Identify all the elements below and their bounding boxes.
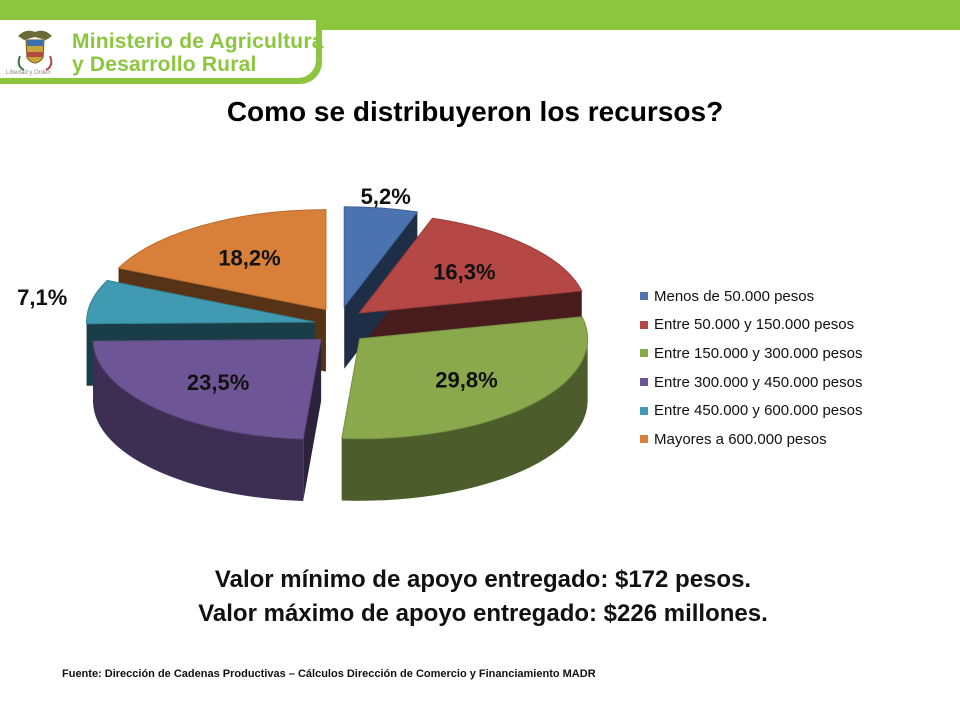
data-label-mayores-a-600-000-pesos: 18,2% [218,245,280,270]
data-label-entre-300-000-y-450-000-pesos: 23,5% [187,370,249,395]
legend-swatch [640,349,648,358]
source-footnote: Fuente: Dirección de Cadenas Productivas… [62,668,596,680]
legend-item-entre-450-000-y-600-000-pesos: Entre 450.000 y 600.000 pesos [640,396,863,425]
data-label-entre-50-000-y-150-000-pesos: 16,3% [433,259,495,284]
brand-panel: Libertad y Orden Ministerio de Agricultu… [0,20,323,78]
pie-chart: 5,2% 16,3% 29,8% 23,5% 7,1% 18,2% [17,184,589,502]
pie-tops [86,206,589,440]
pie-labels: 5,2% 16,3% 29,8% 23,5% 7,1% 18,2% [17,184,498,395]
data-label-entre-150-000-y-300-000-pesos: 29,8% [435,367,497,392]
legend-item-entre-300-000-y-450-000-pesos: Entre 300.000 y 450.000 pesos [640,368,863,397]
ministry-name-line1: Ministerio de Agricultura [72,30,324,53]
legend-swatch [640,292,648,301]
legend-swatch [640,406,648,415]
legend-swatch [640,378,648,387]
legend-item-menos-de-50-000-pesos: Menos de 50.000 pesos [640,282,863,311]
min-value-note: Valor mínimo de apoyo entregado: $172 pe… [214,566,752,593]
legend-label: Mayores a 600.000 pesos [654,430,827,448]
pie-slice-entre-150-000-y-300-000-pesos [341,316,589,440]
motto-text: Libertad y Orden [6,70,51,76]
data-label-menos-de-50-000-pesos: 5,2% [361,184,411,209]
pie-slice-entre-300-000-y-450-000-pesos [92,338,322,440]
pie-side-entre-300-000-y-450-000-pesos [93,341,304,502]
legend-swatch [640,435,648,444]
legend-label: Entre 450.000 y 600.000 pesos [654,402,863,420]
pie-slice-entre-450-000-y-600-000-pesos [86,279,315,325]
legend-label: Entre 150.000 y 300.000 pesos [654,344,863,362]
legend-item-entre-50-000-y-150-000-pesos: Entre 50.000 y 150.000 pesos [640,311,863,340]
chart-legend: Menos de 50.000 pesos Entre 50.000 y 150.… [640,282,863,454]
data-label-entre-450-000-y-600-000-pesos: 7,1% [17,285,67,310]
pie-cut-face-entre-300-000-y-450-000-pesos-0 [303,339,322,502]
legend-label: Menos de 50.000 pesos [654,287,815,305]
slide-title: Como se distribuyeron los recursos? [226,96,724,127]
pie-slice-mayores-a-600-000-pesos [117,209,327,311]
coat-of-arms-icon [17,30,53,71]
legend-swatch [640,320,648,329]
pie-side-entre-150-000-y-300-000-pesos [341,338,588,501]
ministry-name-line2: y Desarrollo Rural [72,53,257,76]
legend-item-entre-150-000-y-300-000-pesos: Entre 150.000 y 300.000 pesos [640,339,863,368]
legend-label: Entre 50.000 y 150.000 pesos [654,316,855,334]
pie-slice-menos-de-50-000-pesos [343,206,419,309]
legend-item-mayores-a-600-000-pesos: Mayores a 600.000 pesos [640,425,863,454]
max-value-note: Valor máximo de apoyo entregado: $226 mi… [198,600,768,627]
brand-tab: Libertad y Orden Ministerio de Agricultu… [0,20,323,84]
pie-slice-entre-50-000-y-150-000-pesos [358,217,583,314]
legend-label: Entre 300.000 y 450.000 pesos [654,373,863,391]
